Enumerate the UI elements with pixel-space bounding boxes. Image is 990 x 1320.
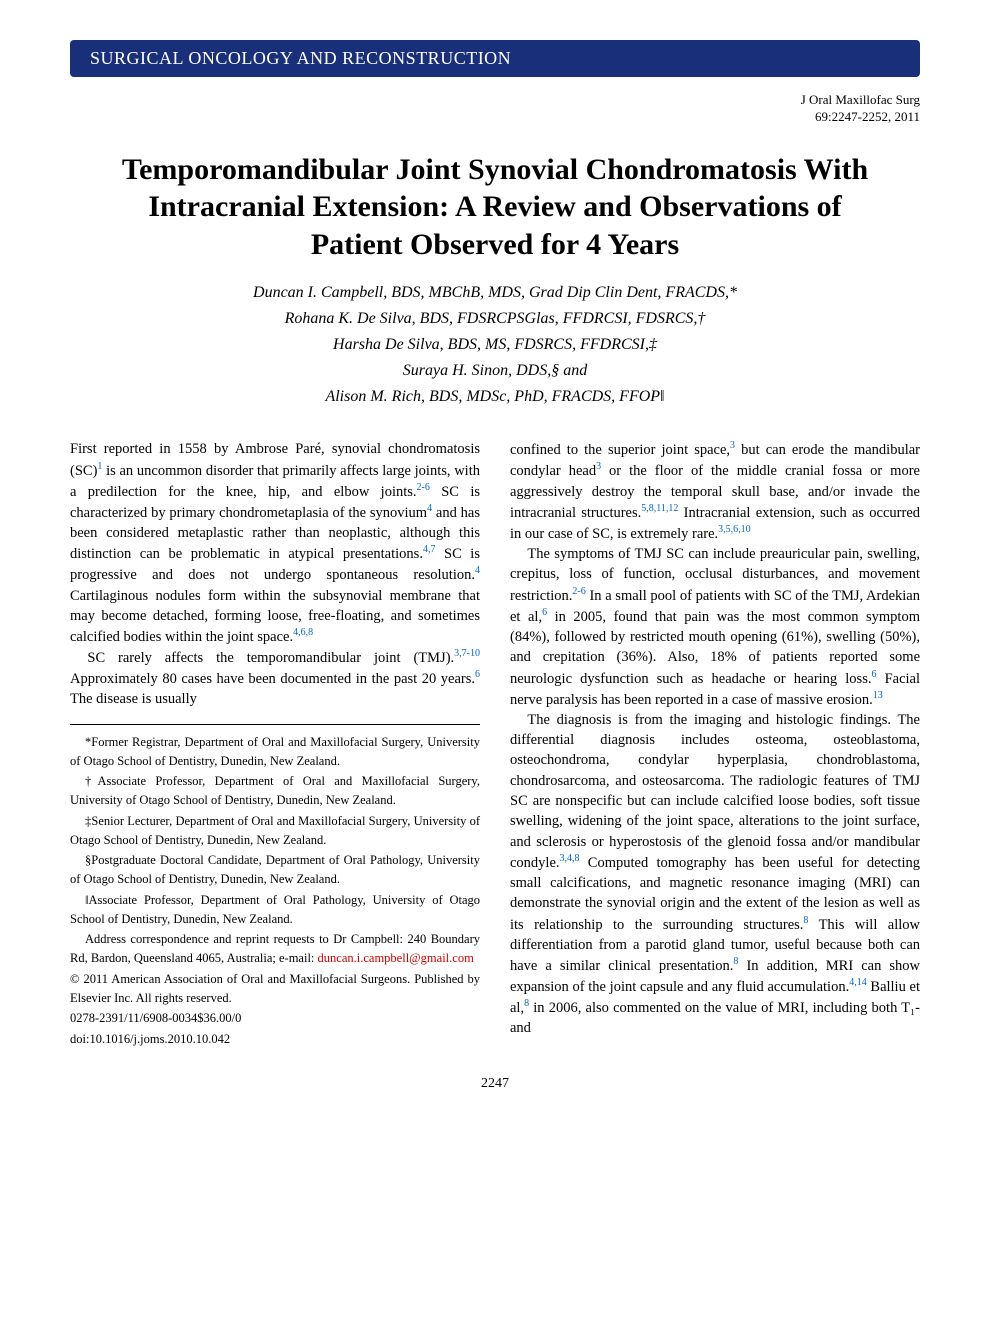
- paragraph-2: SC rarely affects the temporomandibular …: [70, 647, 480, 710]
- text-span: The disease is usually: [70, 691, 197, 707]
- ref-4b[interactable]: 4: [475, 565, 480, 576]
- ref-3710[interactable]: 3,7-10: [454, 648, 480, 659]
- author-3: Harsha De Silva, BDS, MS, FDSRCS, FFDRCS…: [70, 333, 920, 357]
- text-span: in 2006, also commented on the value of …: [510, 1000, 920, 1036]
- author-2: Rohana K. De Silva, BDS, FDSRCPSGlas, FF…: [70, 307, 920, 331]
- affiliations-block: *Former Registrar, Department of Oral an…: [70, 724, 480, 1049]
- page-container: SURGICAL ONCOLOGY AND RECONSTRUCTION J O…: [0, 0, 990, 1122]
- copyright: © 2011 American Association of Oral and …: [70, 970, 480, 1008]
- paragraph-1: First reported in 1558 by Ambrose Paré, …: [70, 439, 480, 647]
- journal-name: J Oral Maxillofac Surg: [801, 92, 920, 107]
- ref-26b[interactable]: 2-6: [572, 586, 585, 597]
- paragraph-4: The diagnosis is from the imaging and hi…: [510, 710, 920, 1039]
- ref-6[interactable]: 6: [475, 669, 480, 680]
- text-span: confined to the superior joint space,: [510, 442, 730, 458]
- text-span: in 2005, found that pain was the most co…: [510, 609, 920, 687]
- ref-414[interactable]: 4,14: [849, 977, 867, 988]
- author-list: Duncan I. Campbell, BDS, MBChB, MDS, Gra…: [70, 281, 920, 409]
- left-column: First reported in 1558 by Ambrose Paré, …: [70, 439, 480, 1050]
- ref-2-6[interactable]: 2-6: [417, 482, 430, 493]
- ref-13[interactable]: 13: [873, 690, 883, 701]
- author-1: Duncan I. Campbell, BDS, MBChB, MDS, Gra…: [70, 281, 920, 305]
- issn-price: 0278-2391/11/6908-0034$36.00/0: [70, 1009, 480, 1028]
- paragraph-cont: confined to the superior joint space,3 b…: [510, 439, 920, 544]
- article-body: First reported in 1558 by Ambrose Paré, …: [70, 439, 920, 1050]
- affiliation-3: ‡Senior Lecturer, Department of Oral and…: [70, 812, 480, 850]
- affiliation-4: §Postgraduate Doctoral Candidate, Depart…: [70, 851, 480, 889]
- ref-581112[interactable]: 5,8,11,12: [641, 503, 678, 514]
- correspondence-email[interactable]: duncan.i.campbell@gmail.com: [318, 951, 474, 965]
- article-title: Temporomandibular Joint Synovial Chondro…: [70, 151, 920, 264]
- right-column: confined to the superior joint space,3 b…: [510, 439, 920, 1050]
- ref-4-7[interactable]: 4,7: [423, 544, 436, 555]
- text-span: The diagnosis is from the imaging and hi…: [510, 712, 920, 871]
- affiliation-2: †Associate Professor, Department of Oral…: [70, 772, 480, 810]
- doi: doi:10.1016/j.joms.2010.10.042: [70, 1030, 480, 1049]
- page-number: 2247: [70, 1076, 920, 1092]
- section-header: SURGICAL ONCOLOGY AND RECONSTRUCTION: [70, 40, 920, 77]
- ref-348[interactable]: 3,4,8: [560, 853, 580, 864]
- text-span: Cartilaginous nodules form within the su…: [70, 588, 480, 645]
- ref-35610[interactable]: 3,5,6,10: [718, 524, 751, 535]
- journal-volume-pages: 69:2247-2252, 2011: [815, 109, 920, 124]
- author-4: Suraya H. Sinon, DDS,§ and: [70, 359, 920, 383]
- author-5: Alison M. Rich, BDS, MDSc, PhD, FRACDS, …: [70, 385, 920, 409]
- correspondence: Address correspondence and reprint reque…: [70, 930, 480, 968]
- affiliation-1: *Former Registrar, Department of Oral an…: [70, 733, 480, 771]
- text-span: SC rarely affects the temporomandibular …: [87, 650, 454, 666]
- affiliation-5: ‖Associate Professor, Department of Oral…: [70, 891, 480, 929]
- paragraph-3: The symptoms of TMJ SC can include preau…: [510, 544, 920, 710]
- ref-468[interactable]: 4,6,8: [293, 627, 313, 638]
- journal-citation: J Oral Maxillofac Surg 69:2247-2252, 201…: [70, 92, 920, 126]
- text-span: Approximately 80 cases have been documen…: [70, 671, 475, 687]
